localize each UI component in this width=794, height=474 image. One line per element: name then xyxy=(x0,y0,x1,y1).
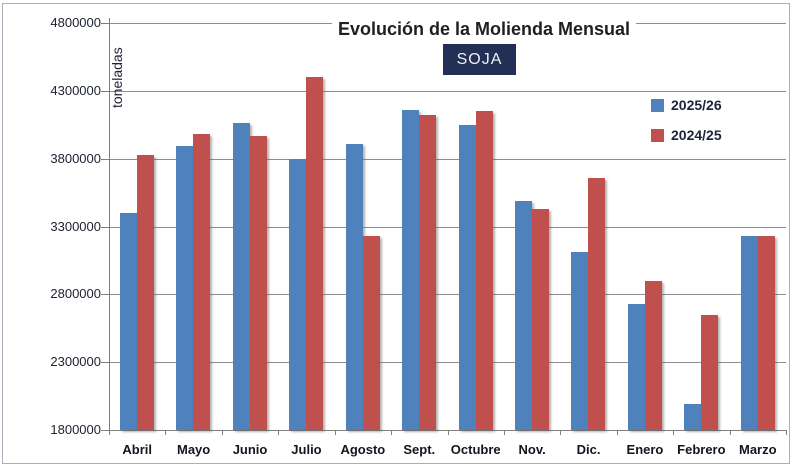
chart-frame: Evolución de la Molienda Mensual SOJA to… xyxy=(2,3,790,464)
x-tick-label: Enero xyxy=(626,442,664,457)
x-tick-mark xyxy=(278,430,279,435)
bar-2025-26-febrero xyxy=(684,404,702,430)
x-tick-label: Agosto xyxy=(340,442,386,457)
bar-2025-26-mayo xyxy=(176,146,194,430)
soja-badge: SOJA xyxy=(443,44,516,75)
plot-area xyxy=(109,23,786,431)
y-tick-label: 4800000 xyxy=(50,15,101,30)
y-tick-mark xyxy=(101,362,109,363)
bar-2024-25-agosto xyxy=(362,236,380,430)
y-tick-mark xyxy=(101,430,109,431)
bar-2025-26-enero xyxy=(627,304,645,430)
bar-2025-26-marzo xyxy=(740,236,758,430)
y-tick-label: 2300000 xyxy=(50,354,101,369)
y-tick-label: 3800000 xyxy=(50,151,101,166)
x-tick-label: Mayo xyxy=(176,442,211,457)
x-tick-mark xyxy=(617,430,618,435)
legend-swatch xyxy=(651,128,664,142)
y-tick-mark xyxy=(101,91,109,92)
x-tick-mark xyxy=(730,430,731,435)
bar-2025-26-octubre xyxy=(458,125,476,430)
bar-2024-25-enero xyxy=(644,281,662,430)
bar-2025-26-junio xyxy=(232,123,250,430)
x-tick-label: Junio xyxy=(232,442,268,457)
gridline xyxy=(109,294,786,295)
gridline xyxy=(109,91,786,92)
x-tick-mark xyxy=(222,430,223,435)
bar-2025-26-agosto xyxy=(345,144,363,430)
legend-swatch xyxy=(651,98,664,112)
chart-title: Evolución de la Molienda Mensual xyxy=(131,19,794,40)
bar-2025-26-dic xyxy=(571,252,589,430)
x-tick-mark xyxy=(391,430,392,435)
y-tick-label: 3300000 xyxy=(50,219,101,234)
bar-2024-25-dic xyxy=(588,178,606,430)
legend-item-2025-26: 2025/26 xyxy=(651,97,722,113)
bar-2024-25-octubre xyxy=(475,111,493,430)
x-tick-label: Marzo xyxy=(739,442,777,457)
chart-title-text: Evolución de la Molienda Mensual xyxy=(331,19,637,39)
x-tick-mark xyxy=(560,430,561,435)
bar-2024-25-marzo xyxy=(757,236,775,430)
gridline xyxy=(109,227,786,228)
x-tick-label: Nov. xyxy=(518,442,546,457)
bar-2024-25-febrero xyxy=(701,315,719,430)
x-tick-mark xyxy=(165,430,166,435)
x-tick-mark xyxy=(448,430,449,435)
y-axis-title: toneladas xyxy=(109,47,125,109)
x-tick-label: Abril xyxy=(122,442,153,457)
bar-2025-26-sept xyxy=(402,110,420,430)
y-axis-line xyxy=(109,18,110,430)
y-tick-mark xyxy=(101,23,109,24)
bar-2024-25-sept xyxy=(419,115,437,430)
y-tick-label: 1800000 xyxy=(50,422,101,437)
x-tick-mark xyxy=(504,430,505,435)
gridline xyxy=(109,159,786,160)
bar-2025-26-abril xyxy=(120,213,137,430)
x-axis-line xyxy=(109,430,786,431)
x-tick-mark xyxy=(673,430,674,435)
x-tick-label: Sept. xyxy=(403,442,436,457)
legend-label: 2024/25 xyxy=(671,127,722,143)
x-tick-mark xyxy=(109,430,110,435)
y-tick-label: 2800000 xyxy=(50,286,101,301)
y-tick-label: 4300000 xyxy=(50,83,101,98)
bar-2024-25-junio xyxy=(249,136,267,430)
y-tick-mark xyxy=(101,227,109,228)
bar-2024-25-abril xyxy=(137,155,154,430)
x-tick-label: Dic. xyxy=(576,442,601,457)
x-tick-label: Febrero xyxy=(677,442,726,457)
bar-2025-26-nov xyxy=(514,201,532,430)
bar-2025-26-julio xyxy=(289,159,307,430)
legend-label: 2025/26 xyxy=(671,97,722,113)
bar-2024-25-mayo xyxy=(193,134,211,430)
legend-item-2024-25: 2024/25 xyxy=(651,127,722,143)
gridline xyxy=(109,362,786,363)
y-tick-mark xyxy=(101,159,109,160)
x-tick-label: Octubre xyxy=(450,442,501,457)
x-tick-mark xyxy=(335,430,336,435)
x-tick-label: Julio xyxy=(291,442,322,457)
bar-2024-25-nov xyxy=(531,209,549,430)
x-tick-mark xyxy=(786,430,787,435)
bar-2024-25-julio xyxy=(306,77,324,430)
y-tick-mark xyxy=(101,294,109,295)
